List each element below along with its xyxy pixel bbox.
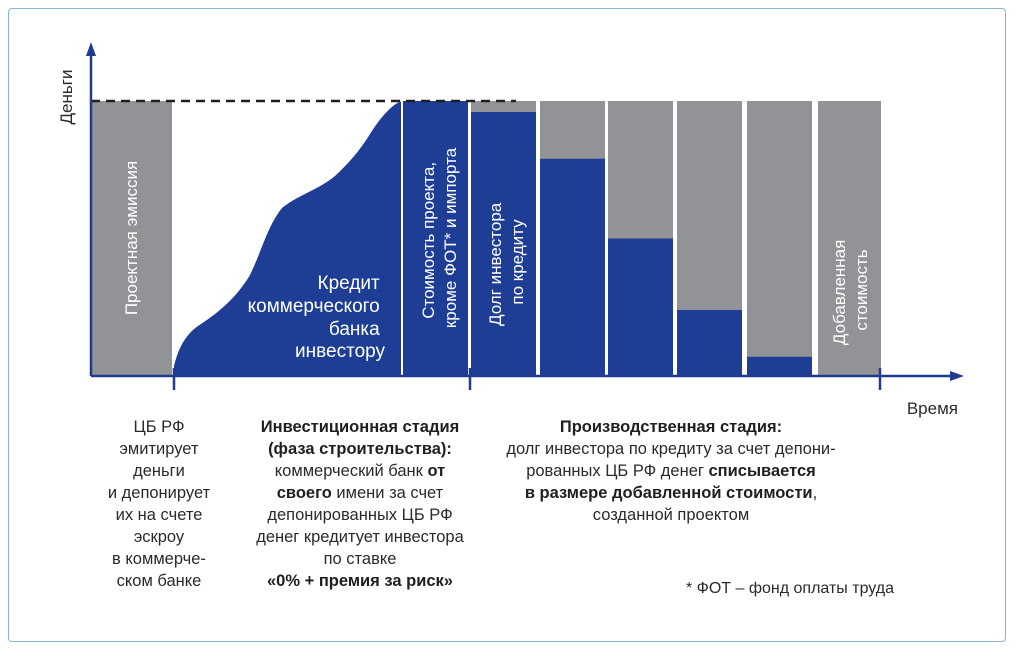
- production-caption: Производственная стадия: долг инвестора …: [474, 416, 868, 526]
- production-text: рованных ЦБ РФ денег: [526, 462, 709, 480]
- investment-text: депонированных ЦБ РФ: [267, 506, 453, 524]
- investment-subtitle: (фаза строительства):: [268, 440, 452, 458]
- credit-area: [174, 101, 402, 376]
- y-axis-label: Деньги: [57, 70, 76, 125]
- credit-label-line: Кредит: [318, 273, 380, 294]
- added-value-label-line: стоимость: [852, 249, 871, 330]
- added-value-label-line: Добавленная: [830, 240, 849, 345]
- investment-text: коммерческий банк: [274, 462, 428, 480]
- added-value-bar-label: Добавленная стоимость: [830, 235, 871, 345]
- y-axis-arrow-icon: [86, 42, 96, 56]
- figure-frame: [8, 8, 1006, 642]
- cost-bar-label: Стоимость проекта, кроме ФОТ* и импорта: [419, 147, 460, 328]
- debt-label-line: по кредиту: [508, 219, 527, 305]
- investment-title: Инвестиционная стадия: [260, 418, 460, 436]
- emission-bar: [91, 101, 172, 376]
- debt-bar-label: Долг инвестора по кредиту: [486, 198, 527, 326]
- cost-label-line: Стоимость проекта,: [419, 162, 438, 319]
- production-bar-debt: [471, 112, 536, 376]
- investment-text-bold: своего: [276, 484, 332, 502]
- production-bar-debt: [747, 356, 812, 376]
- cb-caption: ЦБ РФ эмитирует деньги и депонирует их н…: [100, 416, 218, 592]
- credit-label-line: банка: [329, 319, 380, 340]
- investment-text: по ставке: [323, 550, 397, 568]
- cb-caption-line: их на счете: [115, 506, 203, 524]
- x-axis-arrow-icon: [950, 371, 964, 381]
- production-bar-debt: [608, 238, 673, 376]
- added-value-bar: [818, 101, 881, 376]
- credit-label: Кредит коммерческого банка инвестору: [248, 273, 386, 362]
- credit-label-line: коммерческого: [248, 296, 380, 317]
- cb-caption-line: деньги: [133, 462, 185, 480]
- production-bar-debt: [540, 158, 605, 376]
- footnote: * ФОТ – фонд оплаты труда: [686, 580, 894, 597]
- production-text-bold: в размере добавленной стоимости: [524, 484, 813, 502]
- investment-rate: «0% + премия за риск»: [267, 572, 453, 590]
- production-title: Производственная стадия:: [559, 418, 783, 436]
- production-bar-debt: [677, 310, 742, 376]
- investment-text-bold: от: [427, 462, 446, 480]
- cost-label-line: кроме ФОТ* и импорта: [441, 147, 460, 328]
- investment-caption: Инвестиционная стадия (фаза строительств…: [222, 416, 498, 592]
- cb-caption-line: ском банке: [116, 572, 202, 590]
- investment-text: денег кредитует инвестора: [256, 528, 464, 546]
- debt-label-line: Долг инвестора: [486, 202, 505, 326]
- emission-bar-label: Проектная эмиссия: [122, 161, 141, 315]
- cb-caption-line: и депонирует: [107, 484, 211, 502]
- production-text: долг инвестора по кредиту за счет депони…: [506, 440, 836, 458]
- production-text: ,: [812, 484, 818, 502]
- cb-caption-line: в коммерче-: [112, 550, 206, 568]
- production-text-bold: списывается: [708, 462, 816, 480]
- credit-label-line: инвестору: [295, 341, 385, 362]
- x-axis-label: Время: [907, 399, 958, 418]
- cb-caption-line: эскроу: [133, 528, 185, 546]
- production-bar-total: [747, 101, 812, 376]
- production-bars: [471, 101, 812, 376]
- cb-caption-line: эмитирует: [119, 440, 199, 458]
- production-text: созданной проектом: [592, 506, 750, 524]
- cb-caption-line: ЦБ РФ: [133, 418, 185, 436]
- investment-text: имени за счет: [331, 484, 444, 502]
- cost-bar: [402, 101, 468, 376]
